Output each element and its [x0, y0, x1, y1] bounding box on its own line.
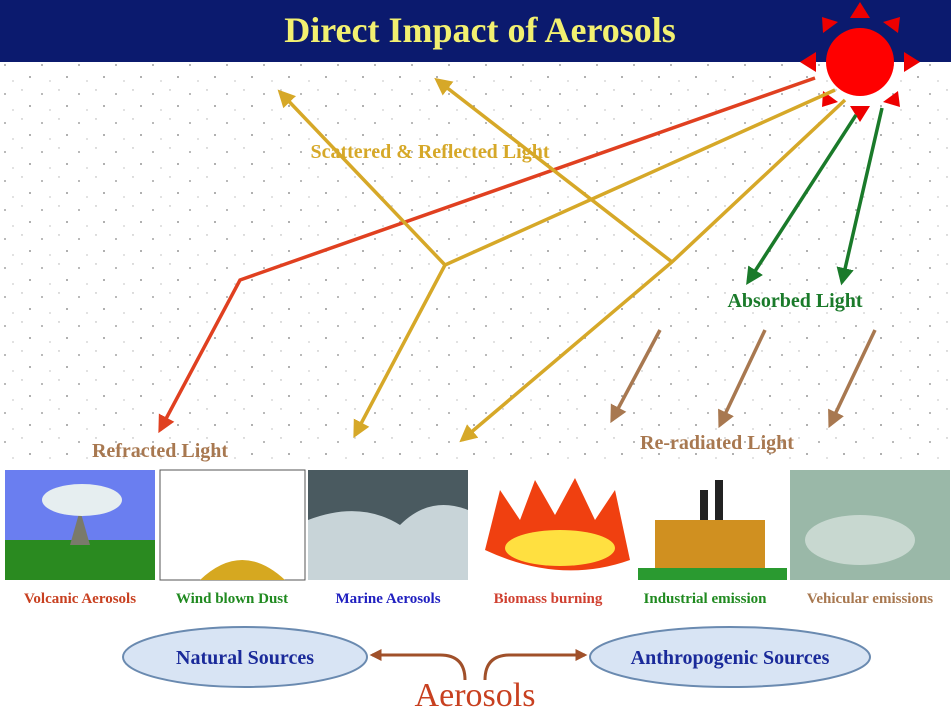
- scattered-label: Scattered & Reflected Light: [310, 141, 549, 163]
- source-arrows: [369, 649, 588, 681]
- anthropogenic-label: Anthropogenic Sources: [631, 647, 830, 669]
- source-captions: Volcanic Aerosols Wind blown Dust Marine…: [24, 591, 933, 607]
- source-caption: Marine Aerosols: [335, 591, 440, 607]
- aerosol-speckle: [0, 62, 951, 462]
- light-labels: Scattered & Reflected Light Absorbed Lig…: [92, 141, 863, 462]
- source-caption: Industrial emission: [644, 591, 768, 607]
- natural-ellipse: [122, 626, 368, 688]
- source-images: [5, 469, 950, 581]
- absorbed-label: Absorbed Light: [727, 290, 862, 312]
- source-caption: Vehicular emissions: [807, 591, 933, 607]
- source-caption: Wind blown Dust: [176, 591, 288, 607]
- refracted-label: Refracted Light: [92, 440, 228, 462]
- title-bar: [0, 0, 951, 62]
- center-label: Aerosols: [415, 677, 536, 714]
- sun: [800, 2, 920, 122]
- source-caption: Biomass burning: [494, 591, 603, 607]
- reradiated-label: Re-radiated Light: [640, 432, 794, 454]
- title: Direct Impact of Aerosols: [284, 10, 676, 50]
- natural-label: Natural Sources: [176, 647, 314, 669]
- source-caption: Volcanic Aerosols: [24, 591, 136, 607]
- light-paths: [158, 76, 884, 443]
- anthropogenic-ellipse: [589, 626, 871, 688]
